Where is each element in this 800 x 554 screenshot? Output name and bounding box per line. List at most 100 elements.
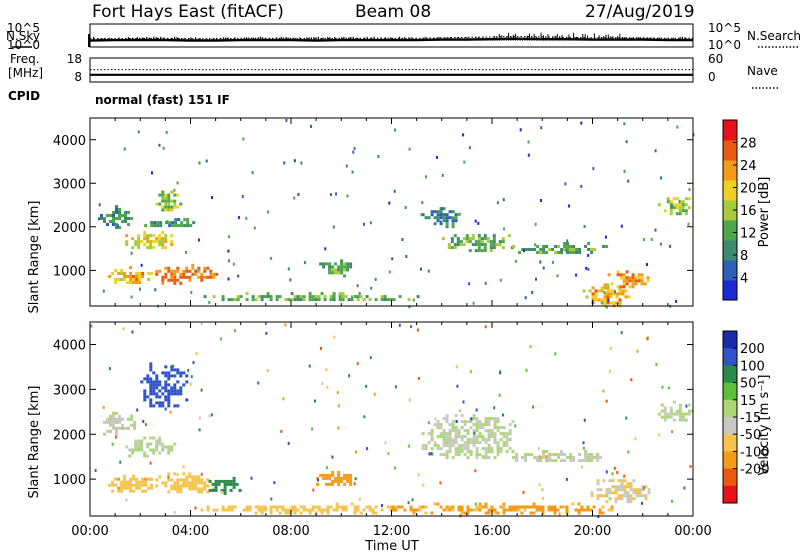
vel-cell-12 [666,415,670,419]
vel-scatter-cell [282,397,285,401]
vel-cell-0 [182,371,186,375]
power-cell-6 [356,295,360,299]
vel-cell-7 [430,511,434,515]
power-cell-13 [678,212,682,216]
vel-cell-4 [176,481,180,485]
vel-cell-3 [111,480,115,484]
power-scatter-cell [412,298,415,302]
vel-scatter-cell [119,460,122,464]
power-cell-9 [456,240,460,244]
power-cell-6 [344,295,348,299]
vel-cell-6 [281,508,285,512]
power-cell-12 [619,273,623,277]
power-cell-6 [389,298,393,302]
power-cell-3 [129,266,133,269]
power-cell-8 [430,210,434,214]
vel-cell-10 [515,456,519,459]
power-cell-0 [118,211,121,214]
power-scatter-cell [425,175,428,179]
power-cell-8 [454,213,458,217]
vel-cell-6 [254,505,258,509]
power-cell-2 [170,199,174,203]
vel-cell-0 [149,404,153,408]
vel-cell-0 [170,392,174,396]
vel-cell-9 [508,432,512,436]
vel-cell-5 [214,485,218,489]
vel-scatter-cell [417,473,420,477]
power-scatter-cell [607,298,610,302]
vel-cell-8 [337,470,341,474]
vel-cell-9 [505,432,509,436]
vel-cell-11 [596,497,600,501]
vel-cell-6 [350,502,354,506]
power-scatter-cell [468,146,471,150]
vel-cell-9 [496,447,500,451]
vel-cell-6 [293,505,297,509]
power-scatter-cell [442,215,445,219]
power-cell-4 [203,269,207,273]
vel-cell-9 [490,450,494,454]
power-cell-7 [346,268,350,272]
vel-cell-9 [493,432,497,436]
vel-cell-7 [403,508,407,512]
vel-scatter-cell [200,322,203,326]
vel-cell-6 [242,508,246,512]
vel-cell-9 [466,456,470,460]
freq-tick-top: 18 [67,52,82,66]
vel-cell-9 [466,447,470,451]
vel-scatter-cell [363,415,366,419]
xtick-label: 20:00 [574,524,611,539]
vel-cell-9 [454,414,458,418]
power-cell-0 [124,220,127,223]
power-cell-0 [124,214,127,217]
power-cell-10 [602,245,606,248]
noise-series-1 [90,35,693,40]
power-cell-6 [287,298,291,302]
power-cell-5 [174,218,178,222]
vel-cell-3 [129,480,133,484]
vel-cell-9 [442,417,446,421]
power-cell-1 [158,237,162,241]
power-scatter-cell [614,290,616,294]
vel-cell-7 [418,508,422,512]
vel-cell-0 [185,374,189,378]
power-cell-11 [594,289,598,293]
vel-scatter-cell [620,331,623,335]
power-cell-8 [436,213,440,217]
vel-cell-4 [167,472,171,476]
vel-cell-7 [520,511,524,515]
vel-cell-6 [233,505,237,509]
power-cell-9 [441,237,445,241]
vel-cell-0 [149,362,153,366]
vel-scatter-cell [131,330,134,334]
power-scatter-cell [556,274,559,278]
vel-cell-0 [170,386,174,390]
power-scatter-cell [123,147,126,151]
power-colorbar-segment [723,140,737,161]
vel-cell-10 [542,456,546,459]
vel-cell-6 [284,511,288,515]
power-scatter-cell [197,238,200,242]
power-cell-6 [257,295,261,299]
power-cell-9 [447,246,451,250]
vel-cell-6 [269,511,273,515]
vel-cell-4 [194,478,198,482]
power-cell-9 [483,249,487,253]
vel-cell-12 [678,412,682,416]
vel-cell-10 [596,453,600,456]
vel-cell-7 [517,508,521,512]
vel-cell-11 [608,497,612,501]
vel-cell-5 [238,488,242,492]
power-cell-3 [120,272,124,275]
vel-cell-0 [164,374,168,378]
power-cell-3 [141,275,145,278]
vel-cell-1 [106,417,109,421]
vel-cell-8 [343,473,347,477]
vel-scatter-cell [194,506,197,510]
power-scatter-cell [675,299,678,303]
power-cell-9 [465,234,469,238]
power-cell-10 [560,251,564,254]
power-cell-9 [450,240,454,244]
power-cell-13 [663,209,667,213]
vel-cell-7 [601,511,605,515]
